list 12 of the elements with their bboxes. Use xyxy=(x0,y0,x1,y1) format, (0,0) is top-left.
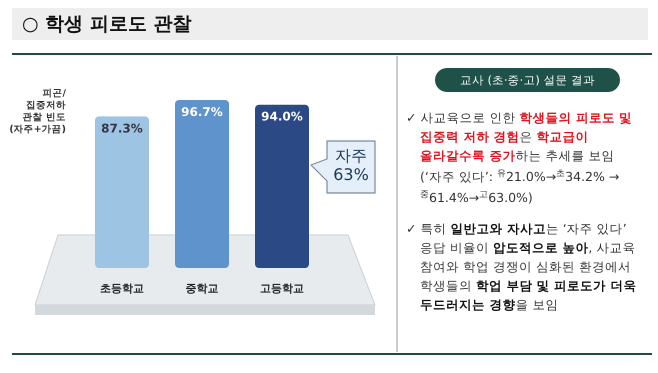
x-tick-label: 초등학교 xyxy=(100,282,144,295)
data-label: 87.3% xyxy=(101,121,143,136)
annotation: 자주 63% xyxy=(333,146,369,184)
y-axis-title: 피곤/ 집중저하 관찰 빈도 (자주+가끔) xyxy=(8,88,66,136)
text: 교사 (초·중·고) 설문 결과 xyxy=(435,68,620,92)
text: ✓ 특히 일반고와 자사고는 ‘자주 있다’ 응답 비율이 압도적으로 높아, 사교육 참여와 학업 경쟁이 심화된 환경에서 학생들의 학업 부담 및 피로도가 더욱 두드러지는 경향을 보임 xyxy=(406,221,636,312)
x-tick-label: 중학교 xyxy=(186,282,218,295)
x-tick-label: 고등학교 xyxy=(260,282,304,295)
text: ✓ 사교육으로 인한 학생들의 피로도 및 집중력 저하 경험은 학교급이 올라갈수록 증가하는 추세를 보임 (‘자주 있다’: $^{유}$21.0%→$^{초}$34.2% →$^{중}$61.4%→$^{고}$63.0%) xyxy=(406,110,632,206)
data-label: 96.7% xyxy=(181,105,223,119)
data-label: 94.0% xyxy=(261,110,303,124)
chart-title: ○ 학생 피로도 관찰 xyxy=(22,12,192,37)
